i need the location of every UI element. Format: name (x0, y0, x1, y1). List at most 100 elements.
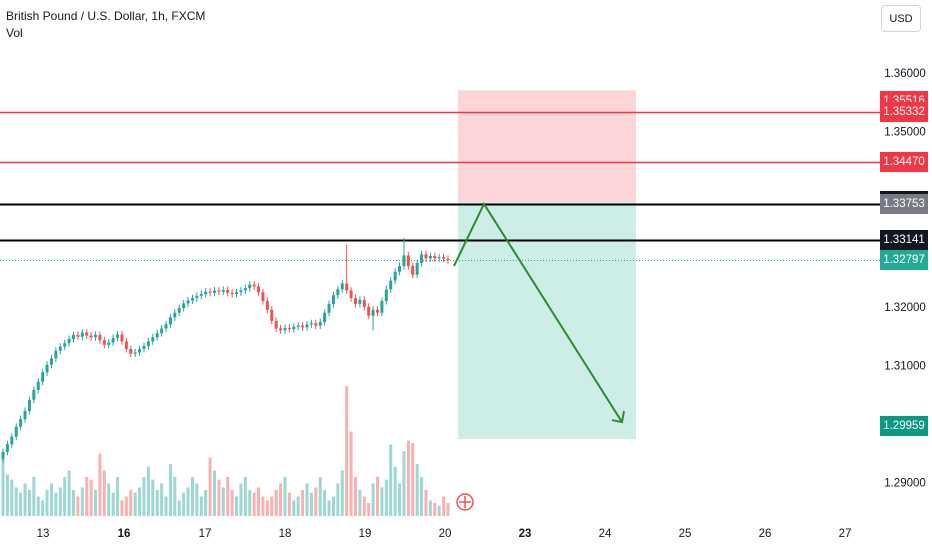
volume-bar (261, 496, 265, 516)
candle-body (230, 292, 234, 295)
volume-bar (239, 483, 243, 516)
projection-path (453, 201, 623, 423)
volume-bar (120, 500, 124, 516)
volume-bar (248, 490, 252, 516)
candle-body (252, 284, 256, 287)
candle-body (336, 289, 340, 296)
candle-body (437, 257, 441, 259)
volume-bar (45, 490, 49, 516)
volume-bar (327, 500, 331, 516)
price-axis[interactable]: 1.36000 1.35000 1.32000 1.31000 1.29000 (884, 68, 926, 489)
price-tag[interactable]: 1.29959 (880, 416, 928, 436)
volume-bar (36, 496, 40, 516)
volume-bar (116, 477, 120, 516)
volume-bar (243, 477, 247, 516)
candle-body (168, 317, 172, 325)
volume-bar (146, 466, 150, 516)
candle-body (402, 255, 406, 266)
volume-bar (415, 464, 419, 516)
volume-bar (63, 477, 67, 516)
candle-body (243, 288, 247, 291)
time-tick-label: 20 (439, 528, 452, 540)
time-axis[interactable]: 13 16 17 18 19 20 23 24 25 26 27 (37, 528, 852, 540)
time-tick-label: 19 (359, 528, 372, 540)
volume-bar (58, 487, 62, 516)
volume-bar (27, 490, 31, 516)
volume-bar (235, 496, 239, 516)
volume-bar (142, 477, 146, 516)
price-tag[interactable]: 1.33141 (880, 230, 928, 250)
volume-bar (367, 503, 371, 516)
volume-bar (411, 443, 415, 516)
candle-body (279, 328, 283, 331)
candle-body (49, 358, 53, 365)
volume-bar (420, 477, 424, 516)
volume-bar (318, 477, 322, 516)
volume-bar (221, 487, 225, 516)
candle-body (261, 292, 265, 302)
candle-body (296, 325, 300, 327)
candle-body (142, 346, 146, 349)
position-zones (458, 90, 636, 440)
volume-bar (19, 492, 23, 516)
price-tag[interactable]: 1.33753 (880, 194, 928, 214)
volume-bar (160, 483, 164, 516)
volume-bar (204, 490, 208, 516)
candle-body (318, 322, 322, 326)
volume-bar (10, 479, 14, 516)
volume-bar (389, 444, 393, 516)
volume-bar (212, 470, 216, 516)
price-tag[interactable]: 1.32797 (880, 250, 928, 270)
candle-body (274, 320, 278, 329)
time-tick-label: 13 (37, 528, 50, 540)
candle-body (309, 323, 313, 325)
volume-bar (133, 492, 137, 516)
volume-bar (138, 487, 142, 516)
currency-button[interactable]: USD (881, 5, 921, 32)
volume-bar (252, 492, 256, 516)
candle-body (54, 350, 58, 359)
flag-icon[interactable] (456, 493, 474, 511)
volume-bar (190, 477, 194, 516)
volume-bar (402, 451, 406, 516)
volume-label[interactable]: Vol (6, 26, 23, 40)
candle-body (239, 290, 243, 293)
candle-body (420, 254, 424, 264)
candle-body (235, 292, 239, 295)
candle-body (349, 290, 353, 299)
projection-arrow (453, 201, 625, 424)
volume-bar (102, 470, 106, 516)
price-tick-label: 1.29000 (884, 477, 926, 489)
volume-bar (89, 479, 93, 516)
volume-bar (362, 496, 366, 516)
candle-body (14, 426, 18, 437)
candle-body (292, 326, 296, 330)
candle-body (406, 255, 410, 266)
volume-bar (428, 500, 432, 516)
volume-bar (195, 483, 199, 516)
candle-body (208, 291, 212, 293)
candle-body (415, 263, 419, 275)
candle-body (190, 298, 194, 301)
candle-body (217, 290, 221, 292)
volume-bar (380, 487, 384, 516)
volume-bar (376, 477, 380, 516)
price-tag[interactable]: 1.34470 (880, 152, 928, 172)
candle-body (212, 290, 216, 293)
candle-body (94, 334, 98, 338)
candle-body (164, 324, 168, 329)
volume-bar (274, 490, 278, 516)
volume-bar (257, 487, 261, 516)
volume-bar (323, 490, 327, 516)
volume-bar (446, 503, 450, 516)
candle-body (19, 419, 23, 427)
price-tag[interactable]: 1.35332 (880, 102, 928, 122)
candle-body (146, 341, 150, 347)
volume-bar (353, 477, 357, 516)
time-tick-label: 27 (839, 528, 852, 540)
candle-body (204, 291, 208, 295)
volume-bar (155, 490, 159, 516)
volume-bar (67, 470, 71, 516)
symbol-title[interactable]: British Pound / U.S. Dollar, 1h, FXCM (6, 9, 206, 23)
